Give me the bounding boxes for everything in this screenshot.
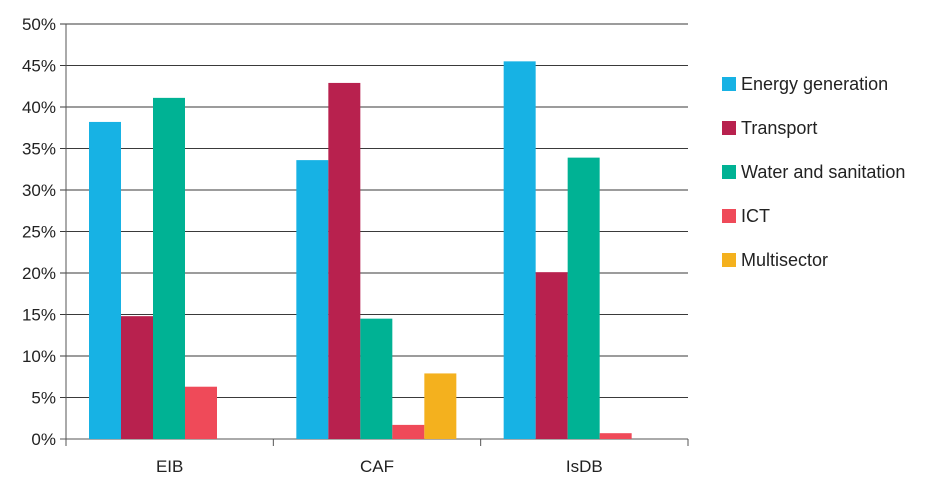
bar-energy-generation-eib	[89, 121, 121, 439]
legend-label: Water and sanitation	[741, 162, 905, 182]
x-category-label: EIB	[156, 457, 183, 476]
bar-water-and-sanitation-caf	[360, 318, 393, 439]
y-tick-label: 40%	[22, 98, 56, 117]
bar-transport-isdb	[535, 272, 568, 439]
x-category-label: IsDB	[566, 457, 603, 476]
bar-energy-generation-isdb	[503, 61, 536, 439]
x-axis: EIB CAF IsDB	[65, 24, 689, 476]
bar-ict-eib	[185, 386, 217, 439]
y-tick-label: 5%	[31, 389, 56, 408]
legend: Energy generation Transport Water and sani…	[722, 74, 905, 270]
bar-ict-isdb	[599, 433, 632, 439]
y-tick-label: 30%	[22, 181, 56, 200]
y-tick-label: 10%	[22, 347, 56, 366]
y-tick-label: 35%	[22, 140, 56, 159]
legend-label: ICT	[741, 206, 770, 226]
legend-swatch	[722, 121, 736, 135]
y-axis-ticks: 0% 5% 10% 15% 20% 25% 30% 35% 40% 45% 50%	[22, 15, 56, 449]
x-category-label: CAF	[360, 457, 394, 476]
legend-label: Energy generation	[741, 74, 888, 94]
legend-swatch	[722, 253, 736, 267]
bar-transport-caf	[328, 82, 361, 440]
y-tick-label: 15%	[22, 306, 56, 325]
bar-energy-generation-caf	[296, 160, 329, 439]
bar-water-and-sanitation-isdb	[567, 157, 600, 439]
bar-ict-caf	[392, 424, 425, 439]
y-tick-label: 45%	[22, 57, 56, 76]
bar-water-and-sanitation-eib	[153, 97, 185, 440]
bars	[89, 61, 632, 440]
bar-multisector-caf	[424, 373, 457, 439]
legend-label: Transport	[741, 118, 817, 138]
bar-transport-eib	[121, 316, 153, 439]
y-tick-label: 25%	[22, 223, 56, 242]
legend-label: Multisector	[741, 250, 828, 270]
legend-swatch	[722, 165, 736, 179]
legend-swatch	[722, 209, 736, 223]
y-tick-label: 20%	[22, 264, 56, 283]
legend-swatch	[722, 77, 736, 91]
y-tick-label: 0%	[31, 430, 56, 449]
y-tick-label: 50%	[22, 15, 56, 34]
